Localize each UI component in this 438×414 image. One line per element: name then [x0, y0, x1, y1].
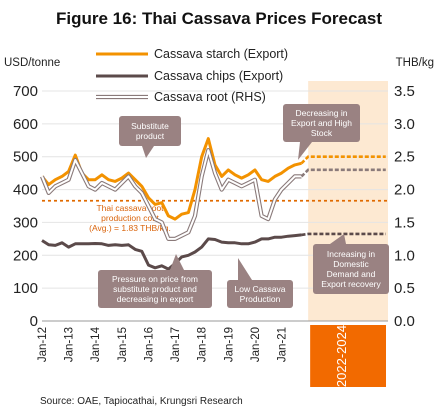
x-tick-label: Jan-21: [277, 327, 289, 362]
callout-text: Export recovery: [321, 279, 381, 289]
chart-title: Figure 16: Thai Cassava Prices Forecast: [56, 9, 382, 28]
y-right-tick-label: 1.0: [394, 247, 415, 264]
callout-text: Pressure on price from: [112, 274, 198, 284]
source-note: Source: OAE, Tapiocathai, Krungsri Resea…: [40, 396, 243, 407]
series-layer: [40, 137, 386, 271]
callout-pointer: [170, 254, 184, 270]
legend-label: Cassava chips (Export): [154, 69, 283, 83]
reference-line-label: production cost: [101, 213, 159, 223]
y-right-tick-label: 0.0: [394, 313, 415, 330]
y-right-tick-label: 0.5: [394, 280, 415, 297]
callout-pointer: [238, 258, 252, 280]
forecast-label-box: [310, 325, 386, 387]
y-right-tick-label: 1.5: [394, 214, 415, 231]
y-left-tick-label: 700: [13, 83, 38, 100]
x-tick-label: Jan-13: [64, 327, 76, 362]
callout-text: substitute product and: [113, 284, 197, 294]
y-left-tick-label: 100: [13, 280, 38, 297]
callout-box: [98, 270, 212, 308]
y-left-tick-label: 500: [13, 149, 38, 166]
callout-text: Stock: [311, 128, 333, 138]
x-tick-label: Jan-18: [197, 327, 209, 362]
x-ticks: Jan-12 Jan-13 Jan-14 Jan-15 Jan-16 Jan-17 Jan-…: [37, 325, 386, 387]
callout-text: Demand and: [327, 269, 376, 279]
callout-text: product: [136, 131, 165, 141]
callout-text: Production: [240, 294, 281, 304]
callout-text: Export and High: [291, 118, 352, 128]
y-right-axis-title: THB/kg: [396, 57, 434, 69]
callout-text: decreasing in export: [117, 294, 194, 304]
series-line: [40, 137, 302, 221]
y-left-tick-label: 300: [13, 214, 38, 231]
x-tick-label: Jan-14: [90, 326, 102, 362]
series-forecast-line: [301, 232, 386, 237]
callout-pointer: [142, 146, 154, 158]
callout-pointer: [330, 234, 346, 244]
x-tick-label: Jan-12: [37, 327, 49, 362]
callout-text: Substitute: [131, 121, 169, 131]
y-left-ticks: 0 100 200 300 400 500 600 700: [13, 83, 38, 330]
y-left-tick-label: 600: [13, 116, 38, 133]
legend: Cassava starch (Export) Cassava chips (Ex…: [96, 47, 288, 104]
legend-label: Cassava starch (Export): [154, 47, 288, 61]
x-tick-label: Jan-19: [223, 327, 235, 362]
callout-box: [283, 104, 360, 142]
y-right-tick-label: 3.0: [394, 116, 415, 133]
x-tick-label: Jan-17: [170, 327, 182, 362]
series-forecast-line: [300, 168, 386, 178]
y-right-tick-label: 2.0: [394, 182, 415, 199]
y-left-tick-label: 0: [30, 313, 38, 330]
legend-label: Cassava root (RHS): [154, 90, 266, 104]
y-right-tick-label: 2.5: [394, 149, 415, 166]
y-right-ticks: 0.0 0.5 1.0 1.5 2.0 2.5 3.0 3.5: [394, 83, 415, 330]
y-right-tick-label: 3.5: [394, 83, 415, 100]
callout-pointer: [298, 142, 312, 160]
x-tick-label: Jan-15: [117, 327, 129, 362]
series-line-outline: [40, 148, 302, 241]
callout-box: [119, 116, 181, 146]
reference-line-label: Thai cassava root: [96, 203, 164, 213]
series-forecast-line: [300, 155, 386, 165]
series-line: [41, 149, 302, 240]
callout-text: Increasing in: [327, 249, 375, 259]
y-left-tick-label: 400: [13, 182, 38, 199]
callout-box: [227, 280, 293, 308]
callout-text: Domestic: [333, 259, 369, 269]
x-tick-label: Jan-20: [250, 327, 262, 362]
y-left-axis-title: USD/tonne: [4, 57, 60, 69]
callout-text: Low Cassava: [234, 284, 285, 294]
x-tick-label: Jan-16: [143, 327, 155, 362]
forecast-label: 2022-2024: [334, 325, 349, 387]
callout-box: [313, 244, 389, 294]
callout-text: Decreasing in: [296, 108, 348, 118]
reference-line-label: (Avg.) = 1.83 THB/kg.: [89, 223, 171, 233]
y-left-tick-label: 200: [13, 247, 38, 264]
